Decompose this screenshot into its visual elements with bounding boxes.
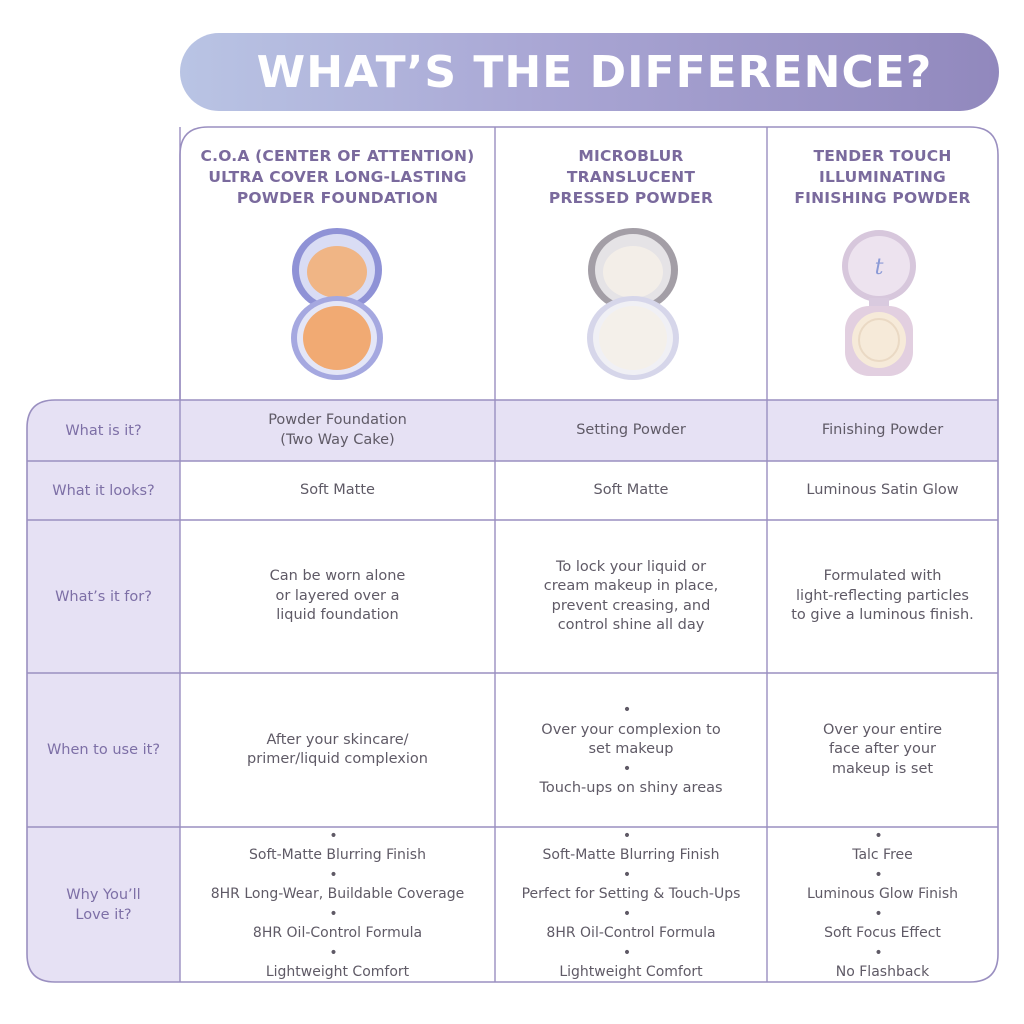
- row-label-whats-it-for: What’s it for?: [55, 588, 152, 605]
- bullet-list: Talc Free Luminous Glow Finish Soft Focu…: [807, 827, 958, 983]
- product-title-tender-touch: TENDER TOUCH ILLUMINATING FINISHING POWD…: [794, 147, 971, 207]
- table-outline: [26, 126, 999, 983]
- cell-tender-why: Talc Free Luminous Glow Finish Soft Focu…: [767, 827, 998, 982]
- bullet-list: Soft-Matte Blurring Finish Perfect for S…: [522, 827, 741, 983]
- cell-tender-for: Formulated with light-reflecting particle…: [791, 568, 974, 624]
- list-item: 8HR Long-Wear, Buildable Coverage: [211, 866, 464, 905]
- cell-coa-what-is-it: Powder Foundation (Two Way Cake): [268, 412, 407, 448]
- product-title-microblur: MICROBLUR TRANSLUCENT PRESSED POWDER: [548, 147, 714, 207]
- cell-tender-looks: Luminous Satin Glow: [806, 481, 959, 498]
- list-item: Lightweight Comfort: [522, 944, 741, 983]
- list-item: Perfect for Setting & Touch-Ups: [522, 866, 741, 905]
- bullet-list: Over your complexion to set makeup Touch…: [531, 701, 731, 799]
- list-item: Soft Focus Effect: [807, 905, 958, 944]
- row-label-when-to-use: When to use it?: [46, 742, 161, 758]
- cell-microblur-why: Soft-Matte Blurring Finish Perfect for S…: [495, 827, 767, 982]
- finishing-powder-compact-image: t: [842, 230, 916, 376]
- list-item: Soft-Matte Blurring Finish: [522, 827, 741, 866]
- list-item: Over your complexion to set makeup: [531, 701, 731, 760]
- svg-text:t: t: [875, 255, 884, 280]
- row-label-what-is-it: What is it?: [65, 422, 142, 439]
- row-label-what-it-looks: What it looks?: [52, 482, 155, 499]
- bullet-list: Soft-Matte Blurring Finish 8HR Long-Wear…: [211, 827, 464, 983]
- cell-microblur-for: To lock your liquid or cream makeup in pl…: [543, 558, 719, 634]
- label-column-fill: [27, 400, 180, 982]
- cell-coa-when: After your skincare/primer/liquid comple…: [247, 731, 428, 768]
- product-title-coa: C.O.A (CENTER OF ATTENTION) ULTRA COVER …: [200, 147, 475, 207]
- cell-coa-for: Can be worn alone or layered over a liquid…: [269, 568, 406, 624]
- cell-coa-why: Soft-Matte Blurring Finish 8HR Long-Wear…: [180, 827, 495, 982]
- list-item: Luminous Glow Finish: [807, 866, 958, 905]
- translucent-powder-compact-image: [587, 228, 679, 380]
- powder-foundation-compact-image: [291, 228, 383, 380]
- cell-tender-what-is-it: Finishing Powder: [821, 421, 944, 438]
- list-item: Talc Free: [807, 827, 958, 866]
- row-label-why-love: Why You’ll Love it?: [66, 886, 141, 923]
- title-banner: WHAT’S THE DIFFERENCE?: [180, 33, 999, 111]
- cell-microblur-when: Over your complexion to set makeup Touch…: [495, 673, 767, 827]
- list-item: Soft-Matte Blurring Finish: [211, 827, 464, 866]
- list-item: 8HR Oil-Control Formula: [211, 905, 464, 944]
- cell-coa-looks: Soft Matte: [300, 481, 375, 498]
- cell-microblur-what-is-it: Setting Powder: [576, 421, 686, 438]
- cell-tender-when: Over your entire face after your makeup is…: [822, 721, 943, 777]
- list-item: Lightweight Comfort: [211, 944, 464, 983]
- list-item: 8HR Oil-Control Formula: [522, 905, 741, 944]
- page-title: WHAT’S THE DIFFERENCE?: [256, 46, 933, 98]
- list-item: Touch-ups on shiny areas: [531, 760, 731, 799]
- list-item: No Flashback: [807, 944, 958, 983]
- cell-microblur-looks: Soft Matte: [593, 481, 669, 498]
- header-row-fill: [180, 400, 998, 461]
